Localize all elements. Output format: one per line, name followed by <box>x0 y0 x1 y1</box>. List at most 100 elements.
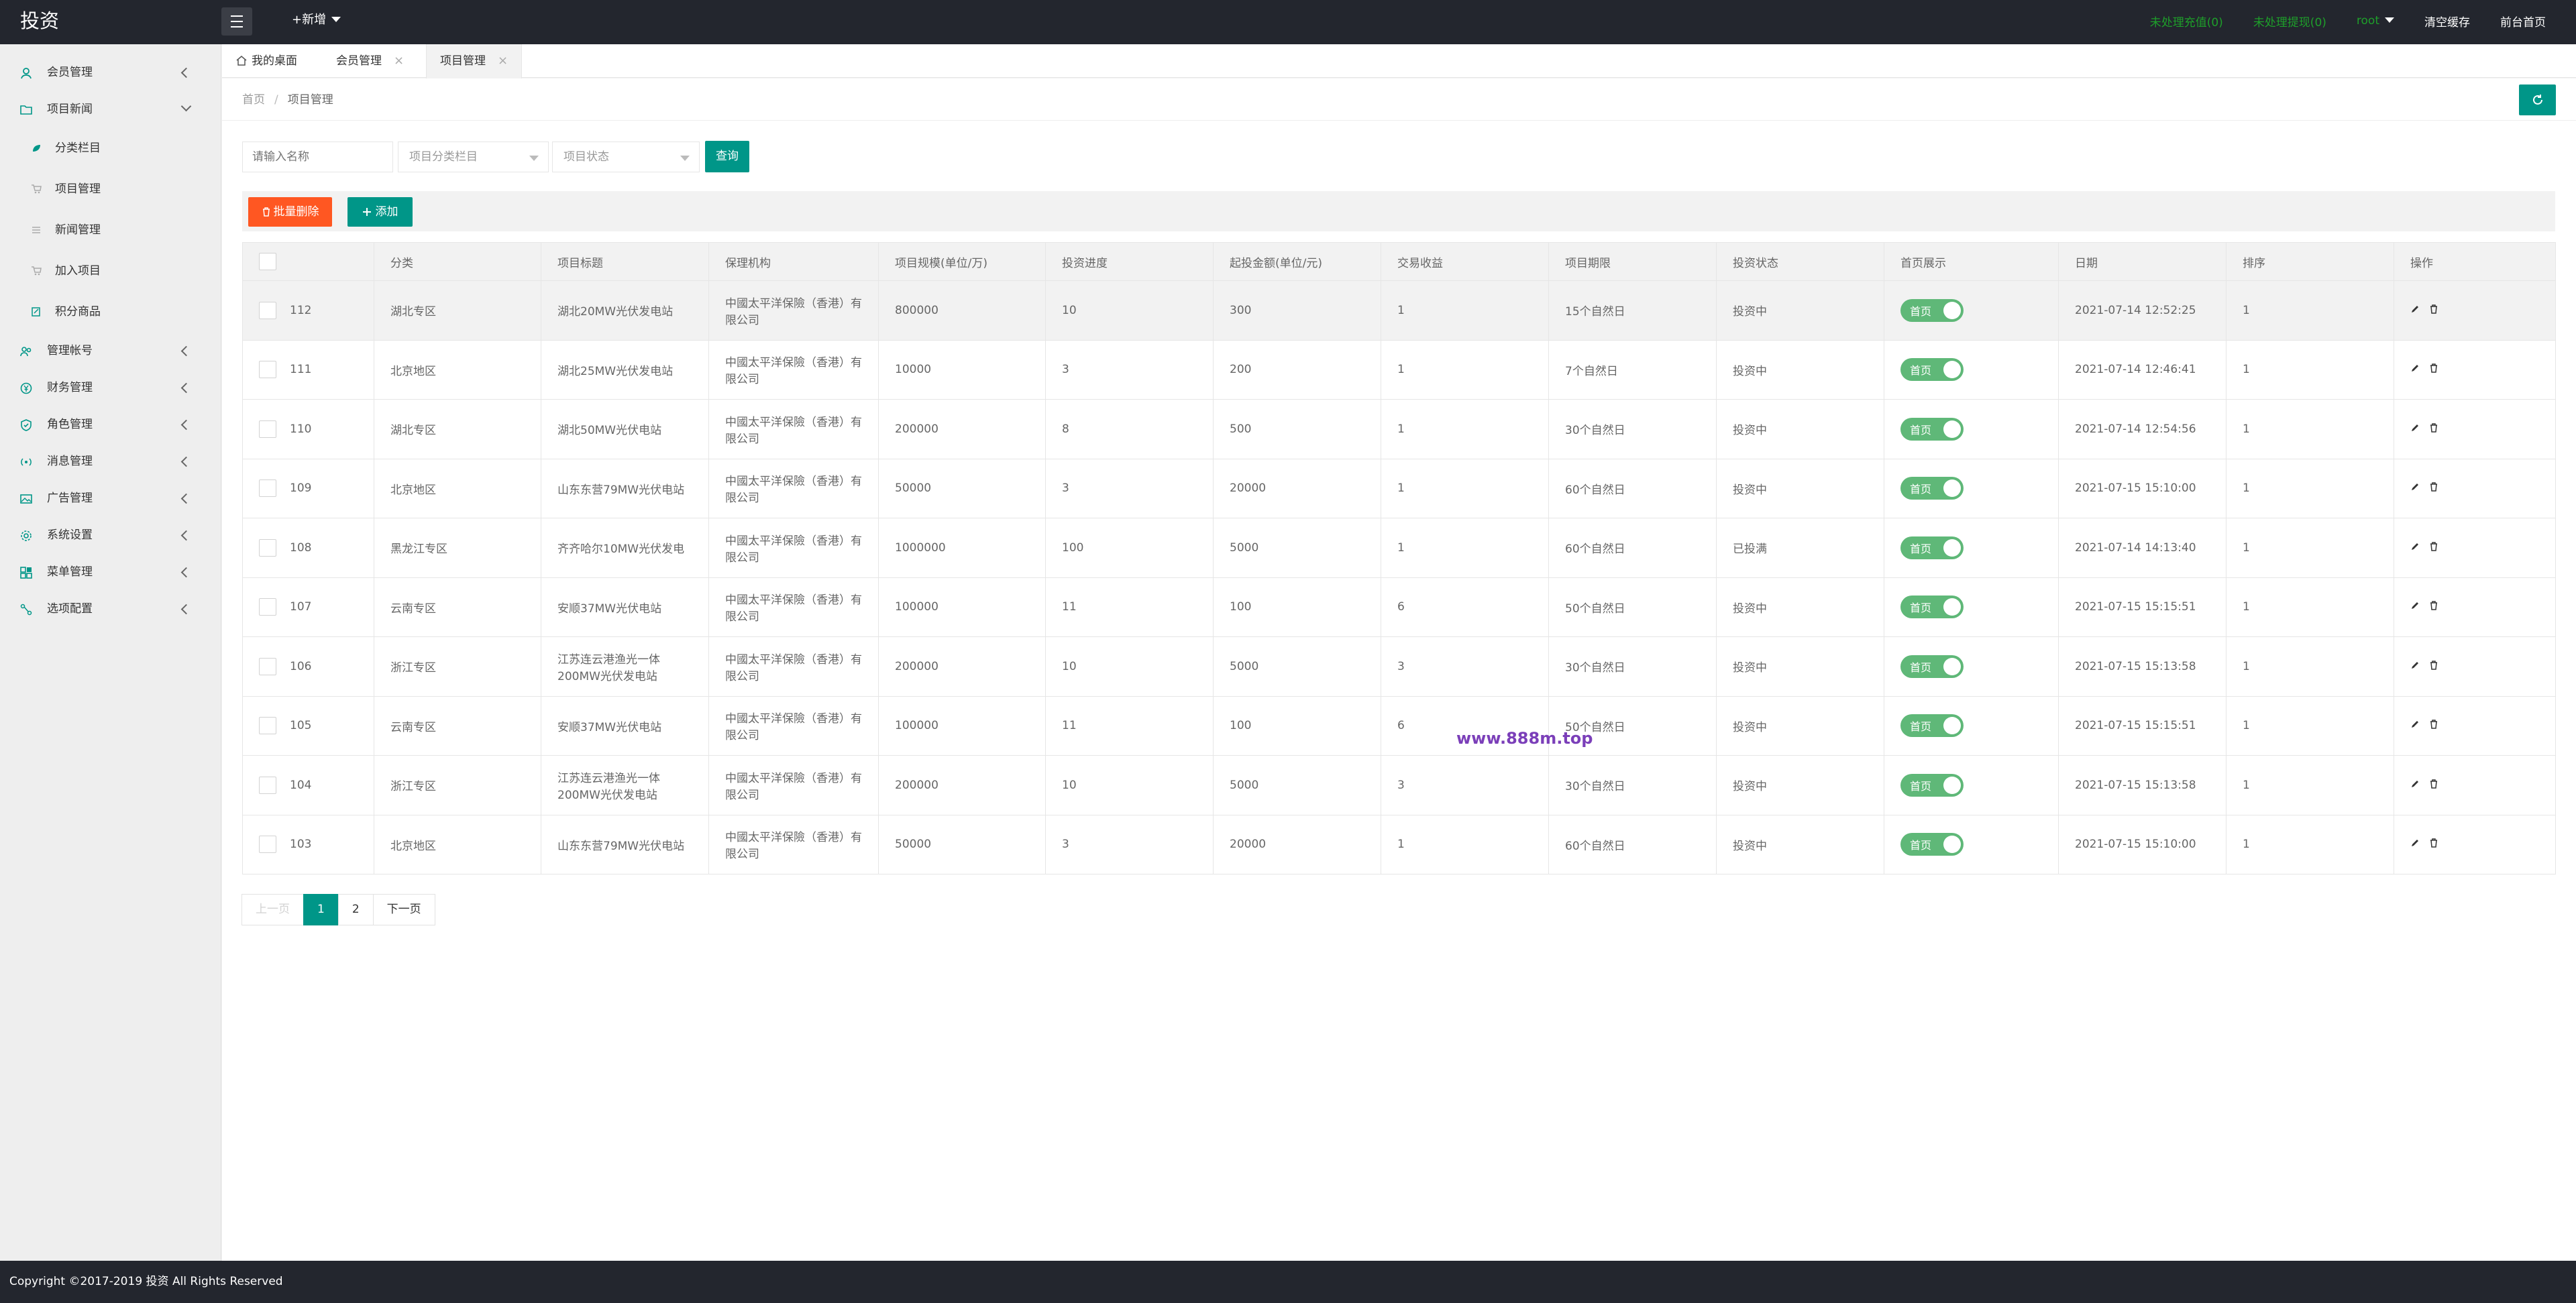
menu-toggle-button[interactable] <box>221 7 252 36</box>
tab-desktop[interactable]: 我的桌面 <box>222 44 311 78</box>
sidebar-item-members[interactable]: 会员管理 <box>0 54 221 91</box>
trash-icon[interactable] <box>2429 838 2438 848</box>
sidebar-item-option-config[interactable]: 选项配置 <box>0 591 221 628</box>
homepage-toggle[interactable]: 首页 <box>1900 833 1964 856</box>
page-button-2[interactable]: 2 <box>337 894 374 925</box>
sidebar-item-menu-management[interactable]: 菜单管理 <box>0 554 221 591</box>
edit-icon[interactable] <box>2410 601 2420 610</box>
select-all-checkbox[interactable] <box>259 253 276 270</box>
clear-cache-link[interactable]: 清空缓存 <box>2424 15 2470 30</box>
sidebar-sub-projects[interactable]: 项目管理 <box>0 169 221 210</box>
homepage-toggle[interactable]: 首页 <box>1900 714 1964 738</box>
edit-icon[interactable] <box>2410 482 2420 492</box>
category-select[interactable]: 项目分类栏目 <box>398 141 549 172</box>
pending-recharge-link[interactable]: 未处理充值(0) <box>2149 15 2223 30</box>
cell-title: 安顺37MW光伏电站 <box>541 695 709 756</box>
column-header: 日期 <box>2058 242 2226 281</box>
pending-withdraw-link[interactable]: 未处理提现(0) <box>2253 15 2326 30</box>
close-icon[interactable]: × <box>394 54 405 68</box>
breadcrumb-home[interactable]: 首页 <box>242 93 265 107</box>
edit-icon[interactable] <box>2410 423 2420 433</box>
row-checkbox[interactable] <box>259 836 276 854</box>
homepage-toggle[interactable]: 首页 <box>1900 358 1964 382</box>
homepage-toggle[interactable]: 首页 <box>1900 477 1964 500</box>
homepage-toggle[interactable]: 首页 <box>1900 298 1964 322</box>
sidebar-sub-join-project[interactable]: 加入项目 <box>0 251 221 292</box>
page-button-1[interactable]: 1 <box>303 894 339 925</box>
trash-icon[interactable] <box>2429 363 2438 373</box>
homepage-toggle[interactable]: 首页 <box>1900 536 1964 559</box>
sidebar-item-label: 项目新闻 <box>47 103 93 116</box>
row-checkbox[interactable] <box>259 657 276 675</box>
list-icon <box>32 227 40 233</box>
next-page-button[interactable]: 下一页 <box>372 894 435 925</box>
edit-icon[interactable] <box>2410 838 2420 848</box>
edit-icon[interactable] <box>2410 720 2420 729</box>
sidebar-sub-news[interactable]: 新闻管理 <box>0 210 221 251</box>
app-logo[interactable]: 投资 <box>20 9 60 32</box>
prev-page-button[interactable]: 上一页 <box>241 894 304 925</box>
column-header: 交易收益 <box>1381 242 1549 281</box>
column-header: 项目标题 <box>541 242 709 281</box>
row-checkbox[interactable] <box>259 361 276 379</box>
row-checkbox[interactable] <box>259 598 276 616</box>
trash-icon[interactable] <box>2429 423 2438 433</box>
trash-icon[interactable] <box>2429 720 2438 729</box>
status-select[interactable]: 项目状态 <box>552 141 700 172</box>
trash-icon[interactable] <box>2429 482 2438 492</box>
homepage-toggle[interactable]: 首页 <box>1900 773 1964 797</box>
row-checkbox[interactable] <box>259 717 276 735</box>
sidebar-sub-label: 分类栏目 <box>55 141 101 155</box>
tab-members[interactable]: 会员管理 × <box>323 44 417 78</box>
user-menu[interactable]: root <box>2357 14 2394 27</box>
edit-icon[interactable] <box>2410 661 2420 670</box>
row-checkbox[interactable] <box>259 479 276 498</box>
row-checkbox[interactable] <box>259 539 276 557</box>
batch-delete-button[interactable]: 批量删除 <box>248 197 332 227</box>
homepage-toggle[interactable]: 首页 <box>1900 596 1964 619</box>
row-checkbox[interactable] <box>259 420 276 438</box>
select-all-cell <box>242 242 374 281</box>
add-new-label: +新增 <box>292 13 327 27</box>
close-icon[interactable]: × <box>498 54 508 68</box>
cell-income: 6 <box>1381 577 1549 637</box>
pagination: 上一页 1 2 下一页 <box>241 894 435 925</box>
row-checkbox[interactable] <box>259 301 276 319</box>
edit-icon[interactable] <box>2410 363 2420 373</box>
edit-icon[interactable] <box>2410 779 2420 789</box>
trash-icon[interactable] <box>2429 542 2438 551</box>
query-button[interactable]: 查询 <box>705 141 749 172</box>
cell-min: 200 <box>1213 339 1381 400</box>
sidebar-item-ads[interactable]: 广告管理 <box>0 480 221 517</box>
trash-icon[interactable] <box>2429 304 2438 314</box>
sidebar-item-finance[interactable]: 财务管理 <box>0 370 221 406</box>
gear-icon <box>21 530 32 541</box>
sidebar-sub-category[interactable]: 分类栏目 <box>0 128 221 169</box>
table-row: 110 湖北专区 湖北50MW光伏电站 中國太平洋保險（香港）有限公司 200000 8 5… <box>242 399 2556 459</box>
sidebar-item-roles[interactable]: 角色管理 <box>0 406 221 443</box>
add-new-dropdown[interactable]: +新增 <box>292 0 341 42</box>
edit-doc-icon <box>32 307 40 317</box>
homepage-toggle[interactable]: 首页 <box>1900 417 1964 441</box>
table-header-row: 分类 项目标题 保理机构 项目规模(单位/万) 投资进度 起投金额(单位/元) … <box>242 242 2556 281</box>
edit-icon[interactable] <box>2410 542 2420 551</box>
sidebar-item-messages[interactable]: 消息管理 <box>0 443 221 480</box>
sidebar-sub-points-goods[interactable]: 积分商品 <box>0 292 221 333</box>
trash-icon[interactable] <box>2429 779 2438 789</box>
add-button[interactable]: 添加 <box>347 197 413 227</box>
tab-projects[interactable]: 项目管理 × <box>426 44 523 78</box>
sidebar-item-system-settings[interactable]: 系统设置 <box>0 517 221 554</box>
refresh-button[interactable] <box>2519 84 2556 115</box>
trash-icon[interactable] <box>2429 661 2438 670</box>
cell-id: 112 <box>290 303 312 317</box>
cell-org: 中國太平洋保險（香港）有限公司 <box>708 339 879 400</box>
row-checkbox[interactable] <box>259 776 276 794</box>
name-search-input[interactable] <box>242 141 393 172</box>
frontend-home-link[interactable]: 前台首页 <box>2500 15 2546 30</box>
homepage-toggle[interactable]: 首页 <box>1900 655 1964 678</box>
edit-icon[interactable] <box>2410 304 2420 314</box>
sidebar-item-admin-accounts[interactable]: 管理帐号 <box>0 333 221 370</box>
sidebar-item-project-news[interactable]: 项目新闻 <box>0 91 221 128</box>
chevron-left-icon <box>180 493 192 504</box>
trash-icon[interactable] <box>2429 601 2438 610</box>
